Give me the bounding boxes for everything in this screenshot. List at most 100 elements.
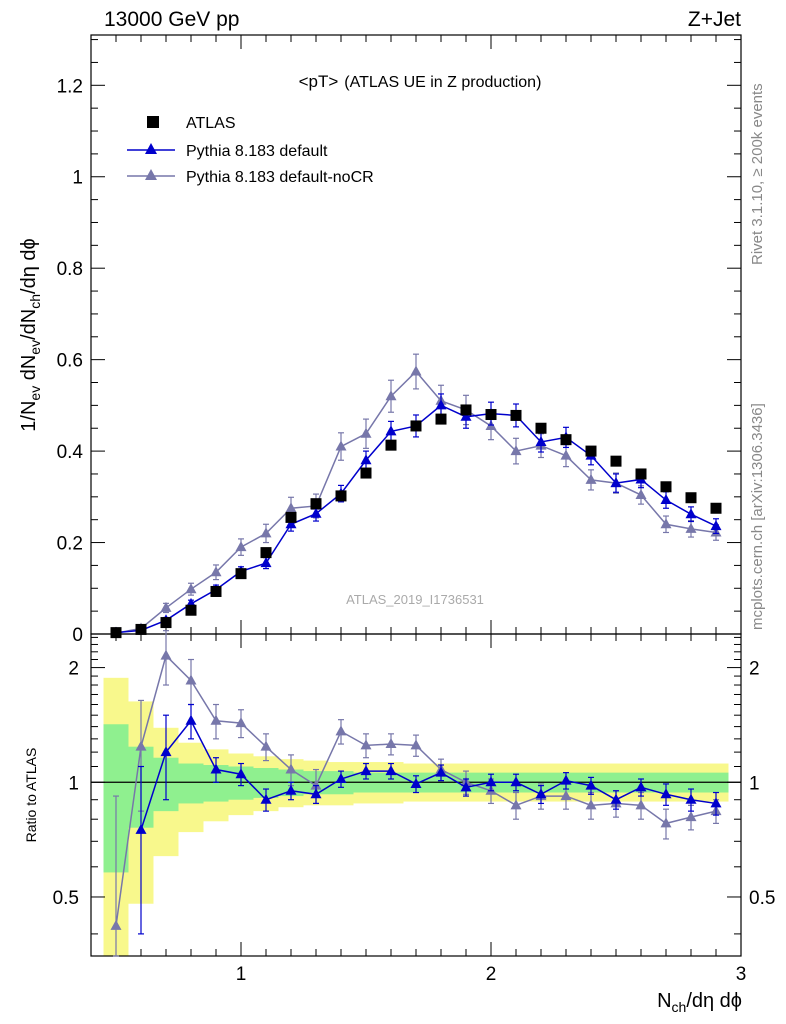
data-point-atlas: [560, 434, 572, 446]
data-point-nocr: [685, 522, 697, 533]
ylabel-sub-2: ev: [27, 340, 43, 355]
ylabel-part-2: dN: [18, 355, 40, 386]
data-point-default: [360, 454, 372, 465]
ratio-point-default: [485, 776, 497, 787]
data-point-nocr: [385, 390, 397, 401]
legend-marker-atlas: [147, 116, 159, 128]
ratio-point-default: [185, 714, 197, 725]
legend-label-atlas: ATLAS: [186, 115, 236, 132]
data-point-default: [385, 425, 397, 436]
data-point-atlas: [135, 623, 147, 635]
data-point-nocr: [210, 566, 222, 577]
ratio-point-default: [210, 763, 222, 774]
ratio-point-default: [135, 823, 147, 834]
ratio-point-default: [410, 777, 422, 788]
main-plot-panel: ATLAS_2019_I1736531 <pT> (ATLAS UE in Z p…: [18, 34, 742, 646]
ratio-point-nocr: [360, 739, 372, 750]
data-point-atlas: [610, 455, 622, 467]
data-point-atlas: [310, 498, 322, 510]
ylabel-part-1: 1/N: [18, 401, 40, 432]
data-point-default: [685, 508, 697, 519]
ratio-y-tick-label-right: 2: [749, 659, 760, 680]
header-energy: 13000 GeV pp: [104, 8, 239, 31]
data-point-atlas: [585, 445, 597, 457]
ratio-y-tick-label: 0.5: [53, 888, 79, 909]
ratio-point-nocr: [210, 714, 222, 725]
ratio-point-default: [235, 768, 247, 779]
data-point-nocr: [235, 541, 247, 552]
ratio-point-default: [285, 784, 297, 795]
ratio-point-default: [460, 781, 472, 792]
xlabel-part-1: N: [657, 990, 671, 1012]
ratio-point-default: [535, 788, 547, 799]
data-point-atlas: [185, 604, 197, 616]
ratio-y-tick-label: 2: [68, 659, 79, 680]
data-point-atlas: [110, 627, 122, 639]
data-point-nocr: [635, 488, 647, 499]
data-point-atlas: [285, 511, 297, 523]
ratio-data-marks: [110, 630, 722, 957]
plot-title-suffix: (ATLAS UE in Z production): [344, 74, 541, 91]
data-point-nocr: [285, 502, 297, 513]
ratio-point-nocr: [135, 740, 147, 751]
ratio-point-default: [260, 793, 272, 804]
ratio-point-nocr: [110, 919, 122, 930]
ratio-point-nocr: [285, 763, 297, 774]
data-point-atlas: [410, 420, 422, 432]
data-point-atlas: [260, 547, 272, 559]
data-point-nocr: [560, 449, 572, 460]
ratio-y-tick-label-right: 0.5: [749, 888, 775, 909]
ratio-point-default: [435, 766, 447, 777]
x-axis-label: Nch/dη dϕ: [657, 990, 742, 1015]
ratio-point-default: [160, 746, 172, 757]
legend-marker-default: [145, 143, 157, 154]
data-point-nocr: [660, 518, 672, 529]
data-point-atlas: [360, 467, 372, 479]
ratio-point-nocr: [185, 674, 197, 685]
data-point-atlas: [460, 404, 472, 416]
main-y-tick-label: 0.4: [57, 442, 84, 463]
ratio-point-nocr: [385, 738, 397, 749]
ratio-point-nocr: [635, 799, 647, 810]
ratio-point-default: [310, 788, 322, 799]
rivet-label: Rivet 3.1.10, ≥ 200k events: [749, 83, 766, 265]
data-point-default: [310, 507, 322, 518]
data-point-default: [660, 494, 672, 505]
ratio-point-nocr: [260, 740, 272, 751]
data-point-atlas: [635, 468, 647, 480]
ratio-point-default: [585, 779, 597, 790]
main-y-tick-label: 1.2: [57, 76, 83, 97]
ratio-plot-panel: Ratio to ATLAS 0.5 0.5 1 1 2 2 1 2 3 Nch/dη dϕ: [23, 630, 775, 1015]
ylabel-part-4: /dη dϕ: [18, 238, 40, 294]
ratio-point-nocr: [585, 799, 597, 810]
legend-marker-nocr: [145, 169, 157, 180]
plot-title: <pT> (ATLAS UE in Z production): [299, 72, 542, 91]
ratio-point-nocr: [660, 817, 672, 828]
data-point-nocr: [160, 601, 172, 612]
data-point-atlas: [210, 585, 222, 597]
ratio-point-default: [610, 793, 622, 804]
data-point-default: [710, 520, 722, 531]
header-process: Z+Jet: [688, 8, 741, 31]
x-tick-label: 2: [486, 964, 497, 985]
data-point-atlas: [535, 422, 547, 434]
ratio-point-nocr: [510, 799, 522, 810]
legend-label-default: Pythia 8.183 default: [186, 143, 328, 160]
data-point-default: [535, 435, 547, 446]
ratio-point-default: [510, 776, 522, 787]
ratio-y-axis-label: Ratio to ATLAS: [23, 748, 39, 843]
main-y-tick-label: 0: [72, 625, 83, 646]
ratio-point-nocr: [160, 649, 172, 660]
ratio-point-default: [685, 793, 697, 804]
data-point-default: [285, 518, 297, 529]
ratio-point-default: [635, 781, 647, 792]
main-axis-ticks: 0 0.2 0.4 0.6 0.8 1 1.2: [57, 35, 741, 646]
ratio-point-nocr: [335, 725, 347, 736]
x-tick-label: 3: [736, 964, 747, 985]
ratio-y-tick-label: 1: [68, 773, 79, 794]
data-point-default: [460, 410, 472, 421]
ratio-point-nocr: [685, 811, 697, 822]
ratio-point-default: [560, 774, 572, 785]
legend-label-nocr: Pythia 8.183 default-noCR: [186, 169, 374, 186]
